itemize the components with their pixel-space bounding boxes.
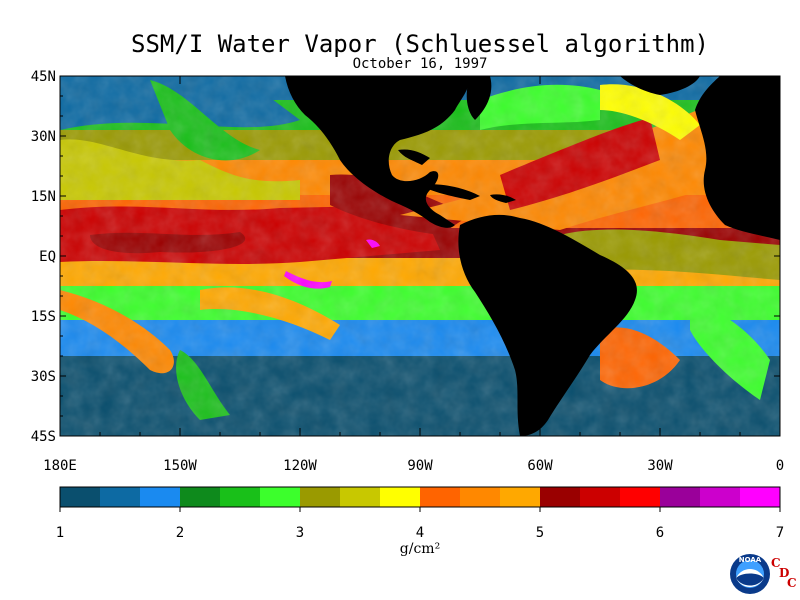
lon-label: 90W — [407, 458, 433, 474]
colorbar-ticks: 1 2 3 4 5 6 7 — [56, 507, 784, 541]
lon-label: 60W — [527, 458, 553, 474]
lon-label: 0 — [776, 458, 784, 474]
colorbar-tick-label: 4 — [416, 525, 424, 541]
colorbar-swatch — [220, 487, 261, 507]
colorbar-swatch — [420, 487, 461, 507]
lat-label: 45S — [31, 429, 56, 445]
noaa-logo-text: NOAA — [739, 556, 762, 564]
colorbar — [60, 487, 781, 507]
lat-label: 30N — [31, 129, 56, 145]
colorbar-unit-label: g/cm² — [400, 541, 440, 557]
cdc-letter-2: D — [779, 566, 789, 580]
colorbar-swatch — [620, 487, 661, 507]
lat-label: 30S — [31, 369, 56, 385]
colorbar-swatch — [700, 487, 741, 507]
lat-label: EQ — [39, 249, 56, 265]
lon-label: 180E — [43, 458, 77, 474]
colorbar-swatch — [140, 487, 181, 507]
texture-overlay — [60, 76, 780, 436]
noaa-logo: NOAA — [730, 554, 770, 594]
colorbar-swatch — [660, 487, 701, 507]
colorbar-tick-label: 5 — [536, 525, 544, 541]
north-america-land — [285, 76, 470, 228]
colorbar-swatch — [380, 487, 421, 507]
chart-title: SSM/I Water Vapor (Schluessel algorithm) — [131, 30, 709, 58]
south-america-land — [458, 214, 637, 436]
colorbar-swatch — [580, 487, 621, 507]
cdc-letter-1: C — [771, 556, 781, 570]
lat-label: 15S — [31, 309, 56, 325]
colorbar-tick-label: 1 — [56, 525, 64, 541]
cuba — [420, 184, 480, 200]
colorbar-swatch — [340, 487, 381, 507]
lon-label: 30W — [647, 458, 673, 474]
africa-land — [695, 76, 780, 240]
hispaniola — [490, 194, 516, 203]
lat-label: 15N — [31, 189, 56, 205]
colorbar-tick-label: 2 — [176, 525, 184, 541]
water-vapor-map — [60, 76, 780, 436]
europe-iberia — [620, 76, 700, 95]
colorbar-swatch — [740, 487, 781, 507]
colorbar-tick-label: 6 — [656, 525, 664, 541]
lat-label: 45N — [31, 69, 56, 85]
latitude-axis: 45N 30N 15N EQ 15S 30S 45S — [31, 69, 780, 445]
colorbar-swatch — [500, 487, 541, 507]
cdc-logo: C D C — [771, 556, 797, 590]
colorbar-tick-label: 3 — [296, 525, 304, 541]
colorbar-tick-label: 7 — [776, 525, 784, 541]
colorbar-swatch — [60, 487, 101, 507]
colorbar-swatch — [260, 487, 301, 507]
florida — [398, 149, 430, 165]
lon-label: 120W — [283, 458, 317, 474]
canada-coast — [466, 76, 492, 120]
colorbar-swatch — [300, 487, 341, 507]
colorbar-swatch — [460, 487, 501, 507]
cdc-letter-3: C — [787, 576, 797, 590]
colorbar-swatch — [100, 487, 141, 507]
colorbar-swatch — [180, 487, 221, 507]
colorbar-swatch — [540, 487, 581, 507]
longitude-axis: 180E 150W 120W 90W 60W 30W 0 — [43, 76, 784, 474]
chart-date: October 16, 1997 — [353, 56, 488, 72]
lon-label: 150W — [163, 458, 197, 474]
